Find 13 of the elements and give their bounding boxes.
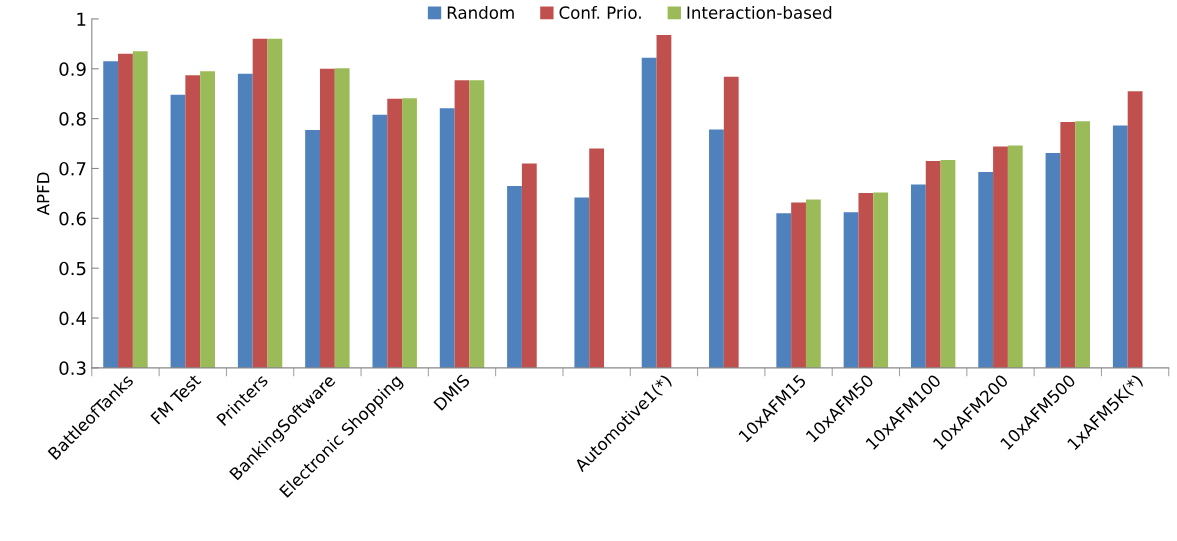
legend-label: Interaction-based xyxy=(687,6,832,19)
y-tick-label: 0.7 xyxy=(59,161,86,176)
y-tick-label: 0.9 xyxy=(59,62,86,76)
y-tick-label: 0.4 xyxy=(59,311,86,326)
y-tick-label: 0.8 xyxy=(59,112,86,126)
legend-label: Random xyxy=(447,6,514,19)
y-axis-title: APFD xyxy=(37,172,50,216)
y-tick-label: 0.5 xyxy=(59,261,86,276)
y-tick-label: 0.6 xyxy=(59,211,86,226)
legend-label: Conf. Prio. xyxy=(559,6,641,19)
y-tick-label: 1 xyxy=(77,12,86,26)
x-tick-label: FM Test xyxy=(150,373,202,425)
y-tick-label: 0.3 xyxy=(59,361,86,375)
